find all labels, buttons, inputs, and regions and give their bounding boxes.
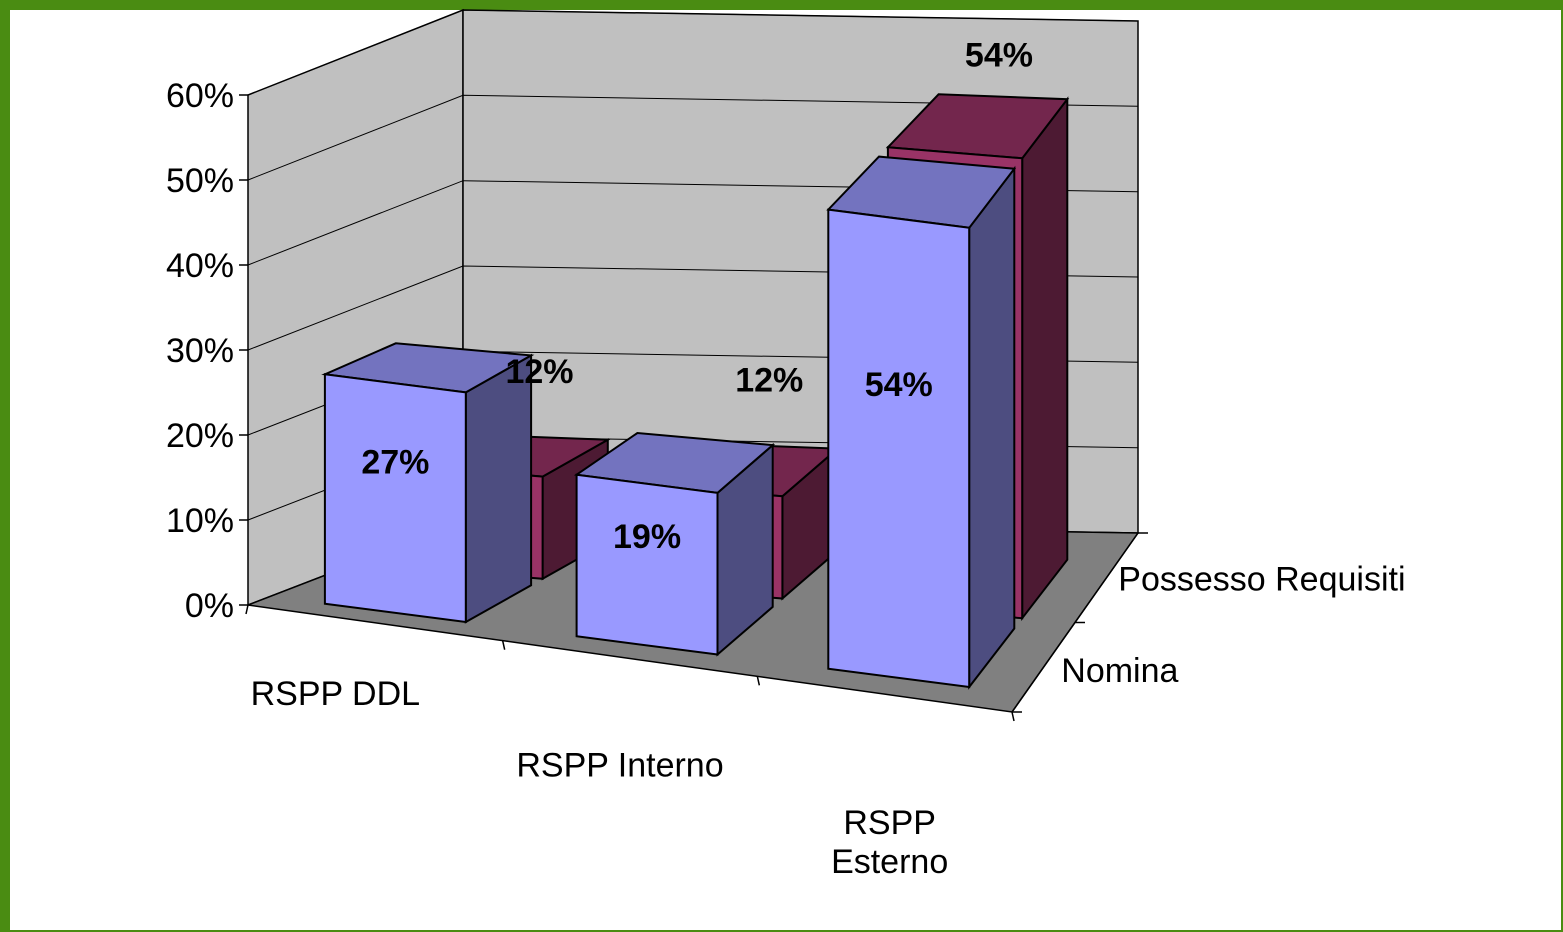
x-tick-mark bbox=[756, 676, 761, 686]
x-tick-mark bbox=[501, 640, 506, 650]
bar-side bbox=[464, 353, 533, 624]
depth-axis: Nomina Possesso Requisiti bbox=[1011, 532, 1406, 713]
y-axis: 0% 10% 20% 30% 40% 50% 60% bbox=[166, 77, 248, 625]
data-labels: 27% 12% 19% 12% 54% 54% bbox=[361, 36, 1033, 556]
data-label-nomina: 54% bbox=[865, 366, 933, 404]
category-label: Esterno bbox=[831, 843, 948, 881]
depth-label: Nomina bbox=[1061, 652, 1178, 690]
category-label: RSPP DDL bbox=[251, 675, 420, 713]
gridline bbox=[247, 9, 1139, 96]
bar-side bbox=[968, 165, 1016, 690]
bar-nomina-2 bbox=[826, 155, 1017, 690]
gridline bbox=[247, 94, 1139, 181]
category-label: RSPP bbox=[843, 804, 936, 842]
data-label-possesso: 12% bbox=[505, 353, 573, 391]
bar-nomina-1 bbox=[573, 431, 776, 657]
data-label-nomina: 27% bbox=[361, 443, 429, 481]
y-tick-label: 30% bbox=[166, 332, 234, 370]
depth-label: Possesso Requisiti bbox=[1118, 560, 1405, 598]
bars bbox=[321, 93, 1070, 690]
bar-front bbox=[575, 473, 719, 656]
y-tick-label: 60% bbox=[166, 77, 234, 115]
y-tick-label: 0% bbox=[185, 587, 234, 625]
y-tick-label: 40% bbox=[166, 247, 234, 285]
data-label-nomina: 19% bbox=[613, 518, 681, 556]
category-label: RSPP Interno bbox=[516, 747, 723, 785]
data-label-possesso: 54% bbox=[965, 36, 1033, 74]
data-label-possesso: 12% bbox=[735, 362, 803, 400]
bar-front bbox=[323, 373, 467, 624]
y-tick-label: 20% bbox=[166, 417, 234, 455]
y-tick-label: 10% bbox=[166, 502, 234, 540]
bar-nomina-0 bbox=[321, 342, 535, 624]
x-tick-mark bbox=[245, 604, 249, 615]
y-tick-label: 50% bbox=[166, 162, 234, 200]
bar-front bbox=[827, 208, 971, 689]
x-tick-mark bbox=[1011, 711, 1015, 722]
bar-side bbox=[1021, 96, 1069, 622]
